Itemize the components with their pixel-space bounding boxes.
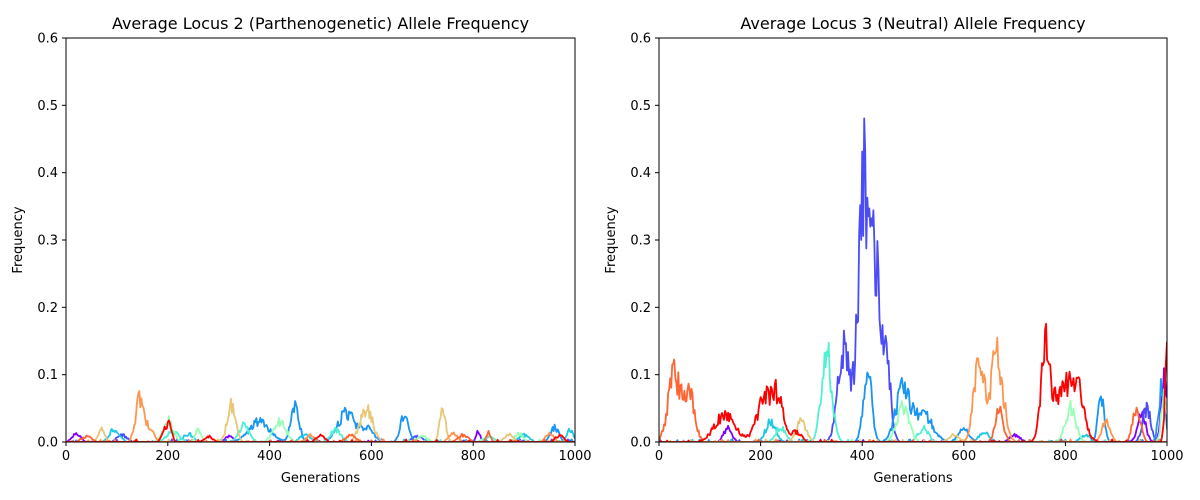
series-line-allele-9 — [66, 430, 575, 442]
chart-locus-2: 0 200 400 600 800 1000 0.0 0.1 0.2 0.3 0.4 0.5 0.6 Av… — [11, 14, 592, 486]
x-tick-label: 1000 — [1150, 449, 1183, 464]
series-group — [659, 117, 1167, 442]
x-tick-label: 600 — [359, 449, 384, 464]
y-tick-label: 0.0 — [630, 436, 651, 451]
x-tick-label: 1000 — [558, 449, 591, 464]
x-tick-label: 400 — [257, 449, 282, 464]
chart-locus-3: 0 200 400 600 800 1000 0.0 0.1 0.2 0.3 0.4 0.5 0.6 Av… — [604, 14, 1184, 486]
x-tick-label: 800 — [461, 449, 486, 464]
y-tick-label: 0.0 — [37, 436, 58, 451]
y-tick-label: 0.6 — [37, 32, 58, 47]
chart-title: Average Locus 3 (Neutral) Allele Frequen… — [740, 14, 1085, 33]
series-line-allele-8 — [66, 390, 575, 442]
y-tick-label: 0.3 — [37, 234, 58, 249]
x-tick-label: 200 — [748, 449, 773, 464]
x-tick-label: 200 — [155, 449, 180, 464]
series-line-allele-6 — [66, 415, 575, 442]
x-tick-label: 0 — [655, 449, 663, 464]
x-axis-label: Generations — [281, 471, 361, 486]
x-tick-label: 800 — [1053, 449, 1078, 464]
chart-title: Average Locus 2 (Parthenogenetic) Allele… — [112, 14, 529, 33]
axes-frame — [65, 37, 576, 443]
y-tick-label: 0.6 — [630, 32, 651, 47]
y-axis-label: Frequency — [11, 206, 26, 273]
y-tick-label: 0.5 — [37, 99, 58, 114]
series-line-allele-3 — [659, 371, 1167, 442]
series-line-allele-5 — [66, 421, 575, 442]
y-axis-label: Frequency — [604, 206, 619, 273]
series-line-allele-2 — [659, 117, 1167, 442]
series-line-allele-6 — [659, 388, 1167, 442]
y-tick-label: 0.4 — [630, 166, 651, 181]
y-tick-label: 0.1 — [630, 368, 651, 383]
y-tick-label: 0.3 — [630, 234, 651, 249]
y-tick-label: 0.5 — [630, 99, 651, 114]
y-tick-label: 0.2 — [37, 301, 58, 316]
y-tick-label: 0.2 — [630, 301, 651, 316]
x-tick-label: 400 — [850, 449, 875, 464]
series-line-allele-10 — [66, 419, 575, 442]
x-tick-label: 600 — [951, 449, 976, 464]
y-tick-label: 0.1 — [37, 368, 58, 383]
y-tick-label: 0.4 — [37, 166, 58, 181]
series-line-allele-9 — [659, 358, 1167, 442]
series-line-allele-10 — [659, 322, 1167, 442]
series-group — [66, 390, 575, 442]
x-axis-label: Generations — [873, 471, 953, 486]
axes-frame — [658, 37, 1168, 443]
x-tick-label: 0 — [62, 449, 70, 464]
series-line-allele-4 — [659, 418, 1167, 442]
